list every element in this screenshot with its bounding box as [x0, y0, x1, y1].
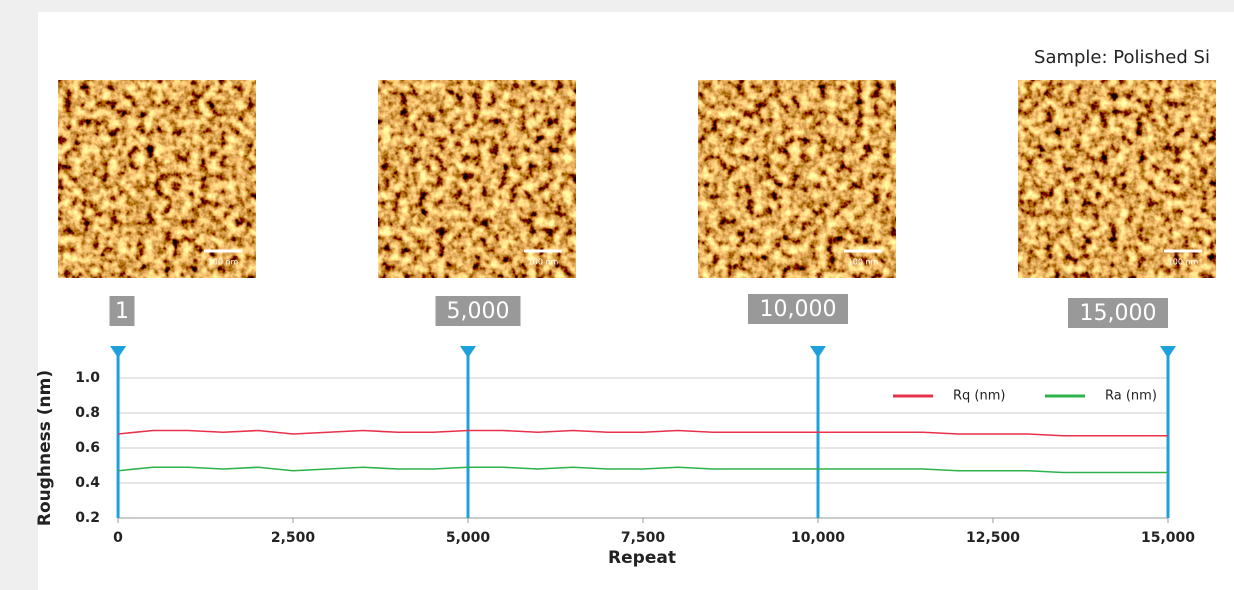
marker-arrow — [110, 346, 127, 358]
afm-image — [698, 80, 896, 278]
y-tick-label: 0.2 — [75, 510, 100, 526]
scale-bar-label: 100 nm — [208, 258, 239, 267]
scale-bar-label: 100 nm — [528, 258, 559, 267]
legend-label: Ra (nm) — [1105, 389, 1157, 404]
scale-bar-label: 100 nm — [848, 258, 879, 267]
y-tick-label: 1.0 — [75, 370, 100, 386]
scale-bar-label: 100 nm — [1168, 258, 1199, 267]
x-tick-label: 5,000 — [446, 530, 491, 546]
x-tick-label: 12,500 — [966, 530, 1020, 546]
marker-label: 5,000 — [447, 299, 510, 324]
marker-box — [1068, 298, 1168, 328]
afm-image — [378, 80, 576, 278]
marker-arrow — [1160, 346, 1176, 358]
y-axis-label: Roughness (nm) — [35, 370, 55, 526]
marker-box — [109, 296, 135, 326]
legend-label: Rq (nm) — [953, 389, 1005, 404]
series-line — [117, 429, 1168, 437]
afm-image — [58, 80, 256, 278]
x-tick-label: 15,000 — [1141, 530, 1195, 546]
marker-box — [435, 296, 521, 326]
marker-arrow — [460, 346, 476, 358]
annotation: Sample: Polished Si — [1034, 47, 1210, 68]
marker-label: 1 — [115, 299, 129, 324]
x-axis-label: Repeat — [608, 548, 676, 568]
series-line — [117, 466, 1168, 474]
marker-box — [748, 294, 848, 324]
marker-label: 10,000 — [760, 297, 837, 322]
x-tick-label: 2,500 — [271, 530, 316, 546]
x-tick-label: 10,000 — [791, 530, 845, 546]
x-tick-label: 0 — [113, 530, 123, 546]
y-tick-label: 0.4 — [75, 475, 100, 491]
y-tick-label: 0.6 — [75, 440, 100, 456]
afm-image — [1018, 80, 1216, 278]
y-tick-label: 0.8 — [75, 405, 100, 421]
x-tick-label: 7,500 — [621, 530, 666, 546]
marker-arrow — [810, 346, 826, 358]
marker-label: 15,000 — [1080, 301, 1157, 326]
